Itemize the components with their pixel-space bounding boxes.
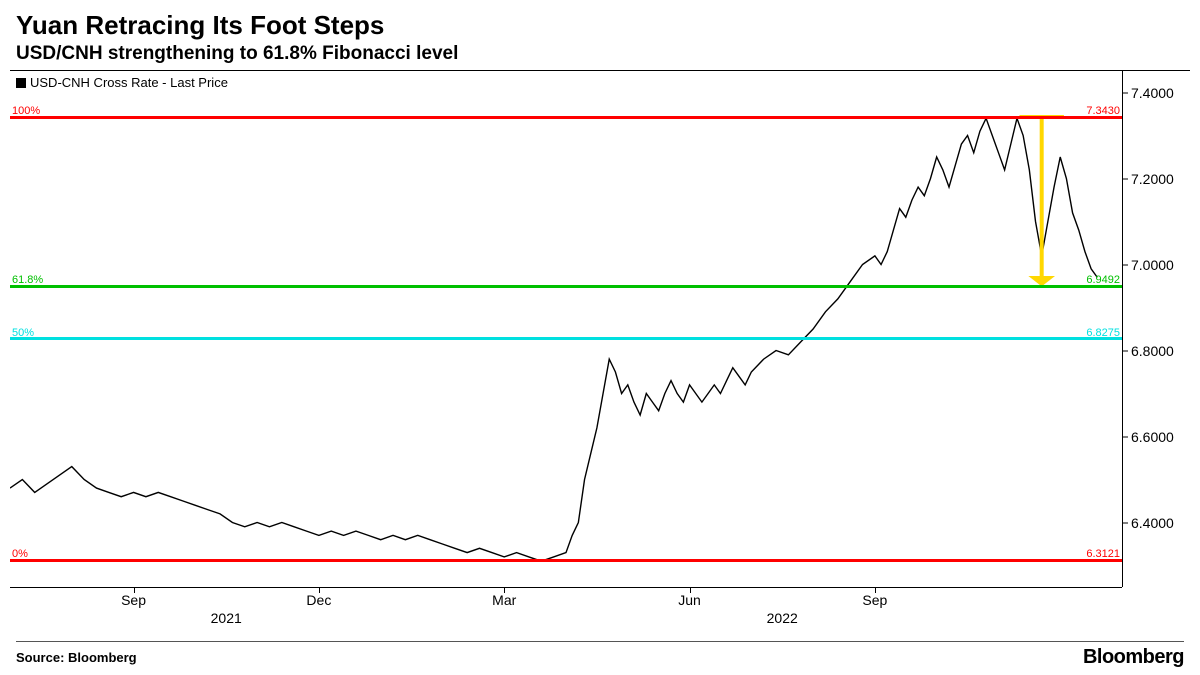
footer: Source: Bloomberg Bloomberg [16,641,1184,669]
fib-line [10,116,1122,119]
y-axis: 6.4000 6.6000 6.8000 7.0000 7.2000 7.4000 [1122,71,1190,587]
fib-value-label: 6.8275 [1086,327,1120,339]
x-year-label: 2021 [211,610,242,626]
y-tick-mark [1123,436,1128,437]
y-tick-mark [1123,264,1128,265]
plot-area: 100% 7.3430 61.8% 6.9492 50% 6.8275 0% 6.3121 [10,71,1122,587]
fib-line [10,337,1122,340]
x-tick-label: Sep [121,592,146,608]
chart-subtitle: USD/CNH strengthening to 61.8% Fibonacci… [16,43,1184,65]
x-tick-mark [504,587,505,593]
x-tick-mark [875,587,876,593]
y-tick-label: 7.0000 [1131,257,1174,273]
x-axis: Sep Dec Mar Jun Sep 2021 2022 [10,587,1122,635]
y-tick-mark [1123,92,1128,93]
y-tick-label: 6.4000 [1131,515,1174,531]
fib-pct-label: 50% [12,327,34,339]
x-tick-label: Mar [492,592,516,608]
fib-value-label: 6.3121 [1086,548,1120,560]
y-tick-mark [1123,178,1128,179]
x-year-label: 2022 [767,610,798,626]
x-tick-label: Sep [862,592,887,608]
y-tick-label: 7.4000 [1131,85,1174,101]
fib-value-label: 6.9492 [1086,274,1120,286]
fib-pct-label: 0% [12,548,28,560]
fib-pct-label: 61.8% [12,274,43,286]
x-tick-mark [690,587,691,593]
source-label: Source: Bloomberg [16,650,137,665]
y-tick-label: 6.6000 [1131,429,1174,445]
y-tick-mark [1123,350,1128,351]
y-tick-label: 7.2000 [1131,171,1174,187]
x-tick-label: Dec [306,592,331,608]
brand-logo: Bloomberg [1083,646,1184,669]
y-tick-mark [1123,522,1128,523]
chart-container: USD-CNH Cross Rate - Last Price 100%7.34… [10,70,1190,635]
x-tick-mark [319,587,320,593]
fib-pct-label: 100% [12,105,40,117]
y-tick-label: 6.8000 [1131,343,1174,359]
chart-title: Yuan Retracing Its Foot Steps [16,10,1184,41]
x-tick-label: Jun [678,592,701,608]
price-line [10,71,1122,587]
fib-value-label: 7.3430 [1086,105,1120,117]
fib-line [10,559,1122,562]
x-tick-mark [134,587,135,593]
fib-line [10,285,1122,288]
